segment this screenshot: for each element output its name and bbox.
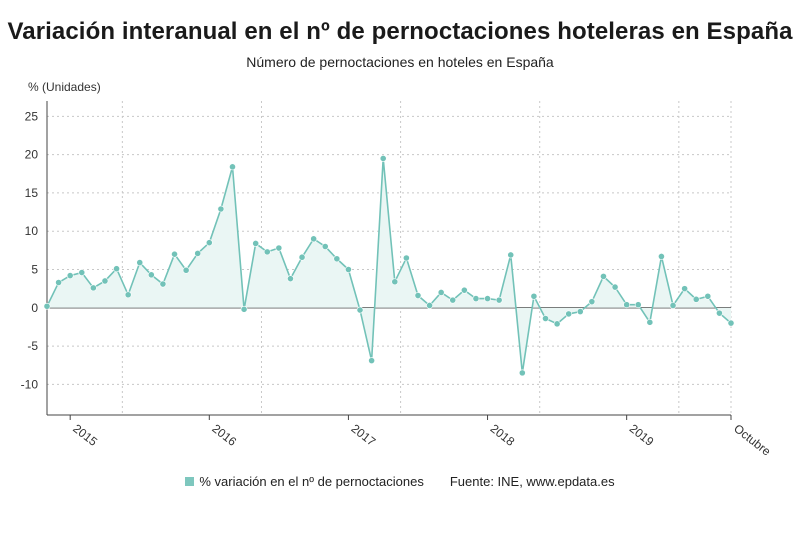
data-point	[460, 286, 468, 294]
data-point	[113, 265, 120, 273]
line-chart: % (Unidades) -10 -5 0 5 10 15 20 25 2015 2016 2017…	[21, 80, 774, 459]
data-point	[171, 250, 178, 258]
data-point	[646, 318, 654, 326]
data-point	[333, 255, 341, 263]
data-point	[692, 295, 700, 303]
data-point	[414, 292, 422, 299]
data-point	[124, 291, 132, 299]
data-point	[101, 277, 109, 285]
data-point	[530, 292, 538, 300]
legend-series-label: % variación en el nº de pernoctaciones	[199, 474, 424, 489]
data-point	[298, 253, 306, 261]
x-tick-label: Octubre	[731, 421, 774, 459]
data-point	[182, 266, 190, 274]
data-point	[217, 205, 225, 213]
data-point	[437, 289, 445, 296]
data-point	[287, 275, 294, 283]
data-point	[600, 272, 607, 280]
data-point	[507, 251, 515, 259]
data-point	[356, 306, 364, 314]
x-tick-label: 2015	[70, 421, 100, 449]
data-point	[66, 272, 74, 280]
source-note: Fuente: INE, www.epdata.es	[449, 474, 615, 489]
y-tick-label: 0	[31, 301, 38, 315]
data-point	[553, 320, 561, 328]
data-point	[576, 308, 584, 316]
data-point	[263, 248, 271, 256]
data-point	[518, 369, 526, 377]
data-point	[449, 296, 457, 304]
y-tick-label: -10	[21, 377, 39, 391]
data-point	[252, 240, 260, 247]
data-point	[368, 357, 376, 365]
data-point	[147, 271, 155, 279]
y-tick-label: -5	[27, 339, 38, 353]
data-point	[310, 235, 318, 243]
y-tick-label: 25	[25, 109, 39, 123]
data-point	[229, 163, 236, 171]
series-area	[46, 158, 732, 373]
data-point	[379, 155, 387, 162]
data-point	[78, 269, 86, 276]
data-point	[634, 301, 642, 309]
y-axis-label: % (Unidades)	[28, 80, 101, 94]
data-point	[681, 285, 689, 293]
legend: % variación en el nº de pernoctaciones Fu…	[0, 474, 800, 489]
x-tick-label: 2016	[209, 421, 239, 449]
data-point	[623, 301, 631, 309]
data-point	[727, 319, 735, 327]
data-point	[484, 295, 491, 302]
data-point	[716, 309, 723, 317]
data-point	[565, 310, 573, 318]
data-point	[611, 283, 619, 291]
data-point	[205, 239, 213, 247]
legend-swatch	[185, 477, 195, 487]
data-point	[159, 280, 167, 288]
series-points	[43, 155, 735, 377]
series-area-fill	[47, 158, 731, 373]
y-tick-label: 15	[25, 186, 39, 200]
chart-title: Variación interanual en el nº de pernoct…	[7, 18, 793, 45]
data-point	[194, 249, 202, 257]
y-tick-label: 20	[25, 148, 39, 162]
x-tick-label: 2019	[627, 421, 657, 449]
data-point	[588, 298, 596, 306]
data-point	[426, 302, 433, 309]
data-point	[542, 315, 549, 322]
data-point	[472, 295, 480, 302]
y-tick-label: 5	[31, 262, 38, 276]
data-point	[321, 243, 329, 250]
data-point	[669, 302, 677, 309]
data-point	[704, 292, 712, 300]
data-point	[55, 279, 62, 286]
data-point	[402, 254, 410, 262]
data-point	[658, 253, 665, 260]
data-point	[275, 244, 283, 252]
data-point	[43, 302, 51, 310]
data-point	[136, 259, 144, 266]
chart-subtitle: Número de pernoctaciones en hoteles en E…	[246, 54, 554, 70]
data-point	[345, 266, 352, 273]
data-point	[89, 284, 97, 292]
data-point	[240, 305, 248, 313]
y-tick-label: 10	[25, 224, 39, 238]
data-point	[391, 278, 399, 286]
x-tick-label: 2017	[349, 421, 379, 449]
x-tick-label: 2018	[488, 421, 518, 449]
data-point	[495, 296, 503, 304]
